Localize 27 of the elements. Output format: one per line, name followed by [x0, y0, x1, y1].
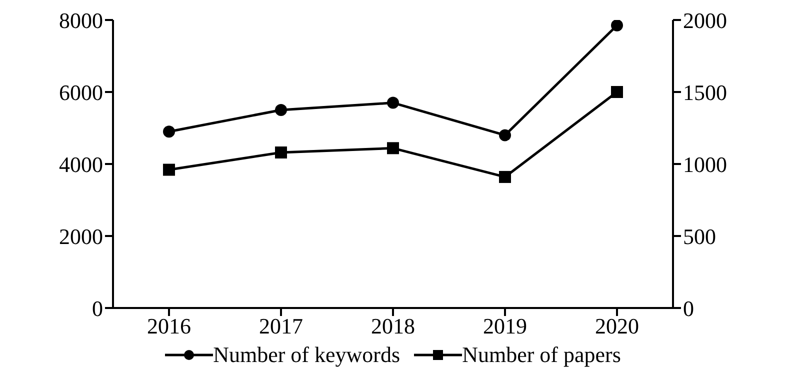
y-tick-label: 4000	[59, 152, 103, 177]
y2-tick-label: 0	[683, 296, 694, 321]
x-tick-label: 2016	[147, 314, 191, 339]
x-tick-label: 2017	[259, 314, 303, 339]
y-tick-label: 0	[92, 296, 103, 321]
point	[499, 170, 511, 183]
y2-tick-label: 1500	[683, 80, 727, 105]
point	[275, 146, 287, 158]
x-tick-label: 2018	[371, 314, 415, 339]
y2-tick-label: 500	[683, 224, 716, 249]
legend-label: Number of papers	[462, 342, 621, 368]
point	[275, 104, 287, 116]
legend-label: Number of keywords	[213, 342, 400, 368]
point	[163, 126, 175, 138]
point	[499, 129, 511, 142]
point	[387, 142, 399, 154]
y2-tick-label: 2000	[683, 8, 727, 33]
point	[163, 164, 175, 176]
y-tick-label: 6000	[59, 80, 103, 105]
y-tick-label: 8000	[59, 8, 103, 33]
x-tick-label: 2020	[595, 314, 639, 339]
point	[611, 20, 623, 32]
y2-tick-label: 1000	[683, 152, 727, 177]
point	[611, 86, 623, 98]
point	[387, 96, 399, 109]
x-tick-label: 2019	[483, 314, 527, 339]
y-tick-label: 2000	[59, 224, 103, 249]
